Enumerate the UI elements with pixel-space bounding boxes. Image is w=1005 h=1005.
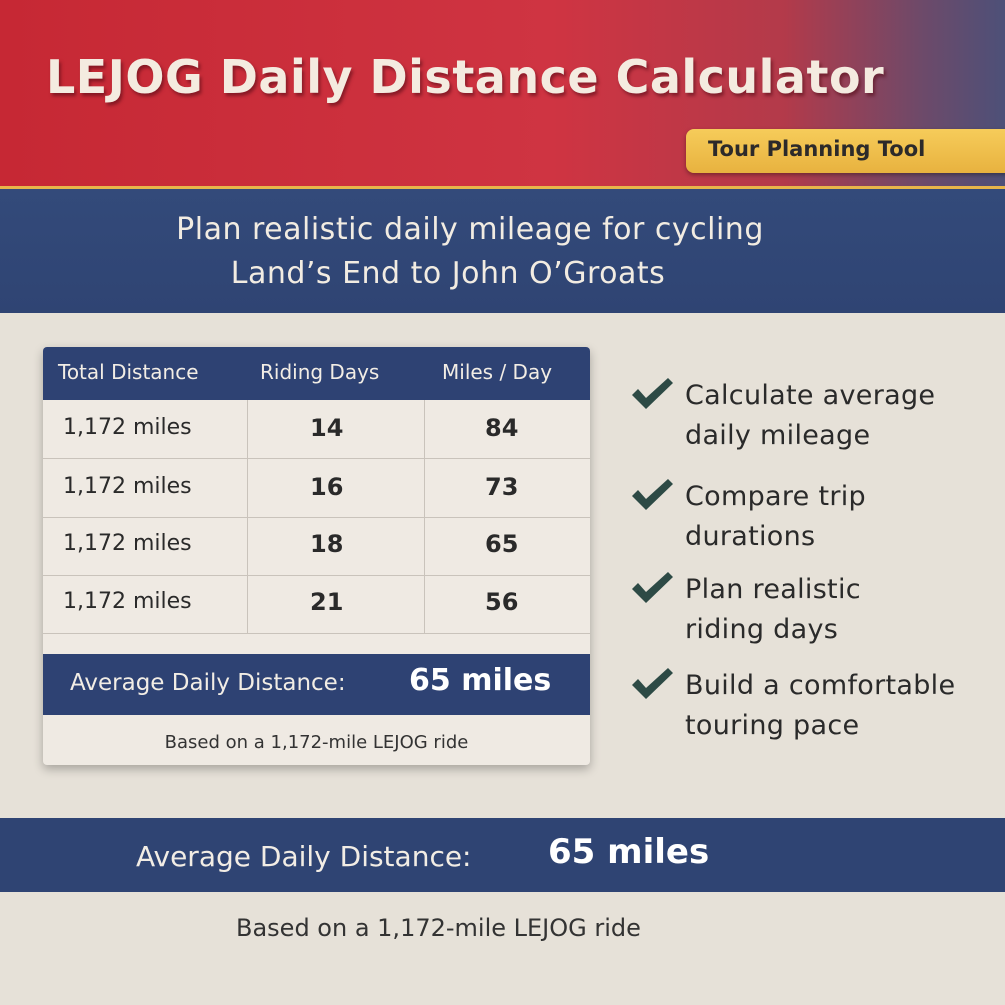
feature-line: Plan realistic [685,574,861,605]
checkmark-icon [632,479,673,510]
table-footnote: Based on a 1,172-mile LEJOG ride [164,732,469,753]
cell-days: 18 [310,530,344,558]
cell-days: 16 [310,473,344,501]
average-value: 65 miles [409,663,552,698]
footer-summary-bar: Average Daily Distance: 65 miles [0,818,1005,892]
distance-table-card: Total Distance Riding Days Miles / Day 1… [43,347,590,765]
header-banner [0,0,1005,189]
column-divider [247,400,248,633]
cell-miles-per-day: 84 [485,414,519,442]
feature-line: touring pace [685,710,860,741]
cell-days: 14 [310,414,344,442]
feature-line: daily mileage [685,420,871,451]
checkmark-icon [632,668,673,699]
subtitle-line-1: Plan realistic daily mileage for cycling [176,212,764,247]
table-header: Total Distance Riding Days Miles / Day [43,347,590,400]
footer-average-value: 65 miles [548,832,710,872]
tool-tag-label: Tour Planning Tool [708,137,926,161]
checkmark-icon [632,572,673,603]
table-row: 1,172 miles 16 73 [43,459,590,518]
subtitle-line-2: Land’s End to John O’Groats [230,256,666,291]
page-title: LEJOG Daily Distance Calculator [46,50,885,104]
tool-tag: Tour Planning Tool [686,129,1005,173]
footer-footnote: Based on a 1,172-mile LEJOG ride [236,914,641,942]
checkmark-icon [632,378,673,409]
average-summary-bar: Average Daily Distance: 65 miles [43,654,590,715]
column-divider [424,400,425,633]
feature-line: durations [685,521,816,552]
feature-text: Build a comfortable touring pace [685,666,1005,746]
feature-line: Calculate average [685,380,936,411]
column-header-days: Riding Days [260,360,380,384]
feature-line: Compare trip [685,481,866,512]
average-label: Average Daily Distance: [70,670,346,696]
column-header-distance: Total Distance [58,360,199,384]
footer-average-label: Average Daily Distance: [136,840,472,873]
cell-miles-per-day: 73 [485,473,519,501]
table-row: 1,172 miles 14 84 [43,400,590,459]
feature-line: Build a comfortable [685,670,956,701]
feature-text: Compare trip durations [685,477,1005,557]
feature-text: Calculate average daily mileage [685,376,1005,456]
cell-days: 21 [310,588,344,616]
subtitle-banner [0,189,1005,313]
cell-distance: 1,172 miles [63,589,192,614]
cell-miles-per-day: 56 [485,588,519,616]
cell-distance: 1,172 miles [63,531,192,556]
table-row: 1,172 miles 21 56 [43,575,590,634]
feature-text: Plan realistic riding days [685,570,1005,650]
cell-distance: 1,172 miles [63,474,192,499]
column-header-miles: Miles / Day [442,360,553,384]
cell-distance: 1,172 miles [63,415,192,440]
feature-line: riding days [685,614,839,645]
table-row: 1,172 miles 18 65 [43,517,590,576]
cell-miles-per-day: 65 [485,530,519,558]
